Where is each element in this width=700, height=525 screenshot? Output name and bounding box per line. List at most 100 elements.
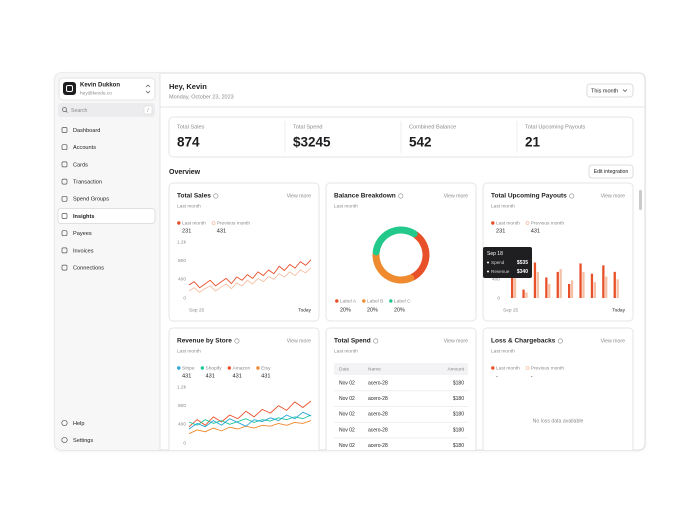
period-label: This month	[591, 88, 618, 94]
nav-item[interactable]: Accounts	[73, 145, 96, 151]
nav-item[interactable]: Insights	[73, 214, 94, 220]
profile-switcher[interactable]: Kevin Dukkon hey@kevdu.co	[58, 77, 156, 101]
edit-integration-button[interactable]	[588, 164, 634, 179]
table-cell: $180	[453, 396, 464, 402]
card-title: Loss & Chargebacks	[491, 338, 556, 345]
bar	[545, 277, 548, 298]
legend-value: 431	[233, 373, 242, 379]
period-button[interactable]	[586, 83, 634, 98]
stat-label: Total Spend	[293, 124, 323, 130]
user-email: hey@kevdu.co	[80, 90, 112, 96]
legend-value: -	[531, 373, 533, 379]
tooltip-bullet	[487, 270, 489, 273]
legend-value: 231	[496, 228, 505, 234]
legend-value: 231	[182, 228, 191, 234]
bar	[605, 276, 608, 298]
table-header: Name	[368, 367, 381, 373]
x-tick-label: Today	[298, 307, 311, 313]
tooltip-amount: $340	[517, 269, 528, 275]
legend-label: Amazon	[233, 366, 251, 372]
bar	[579, 263, 582, 298]
date: Monday, October 23, 2023	[169, 94, 234, 100]
bar	[556, 271, 559, 298]
view-more-link[interactable]: View more	[287, 338, 312, 344]
table-header: Date	[339, 367, 349, 373]
profile-box[interactable]	[58, 77, 156, 101]
table-cell: $180	[453, 443, 464, 449]
nav-icon	[61, 230, 68, 237]
user-name: Kevin Dukkon	[80, 83, 120, 89]
table-cell: acero-28	[368, 396, 388, 402]
card-subtitle: Last month	[334, 203, 358, 209]
search-icon	[62, 107, 67, 112]
nav-item[interactable]: Dashboard	[73, 128, 100, 134]
nav-item[interactable]: Transaction	[73, 179, 102, 185]
legend-label: Shopify	[206, 366, 223, 372]
view-more-link[interactable]: View more	[601, 338, 626, 344]
legend-value: 431	[206, 373, 215, 379]
view-more-link[interactable]: View more	[601, 193, 626, 199]
y-tick-label: 800	[178, 403, 186, 409]
table-cell: Nov 02	[339, 396, 355, 402]
info-icon	[557, 338, 563, 344]
edit-integration-label: Edit integration	[594, 169, 629, 175]
tooltip-label: Revenue	[491, 269, 510, 274]
legend-label: Last month	[496, 366, 520, 372]
nav-item[interactable]: Cards	[73, 162, 88, 168]
y-tick-label: 400	[178, 277, 186, 283]
bar	[602, 265, 605, 298]
card-frame	[168, 182, 320, 322]
legend-label: Label A	[340, 299, 357, 305]
table-cell: $180	[453, 380, 464, 386]
card: Total Spend View more Last month Date Name Am…	[325, 327, 477, 450]
info-icon	[373, 338, 379, 344]
nav-icon	[61, 419, 68, 427]
y-tick-label: 400	[492, 277, 500, 283]
nav-icon	[61, 144, 68, 151]
legend-label: Last month	[496, 221, 520, 227]
nav-item[interactable]: Invoices	[73, 248, 94, 254]
nav-item[interactable]: Settings	[73, 438, 93, 444]
card-frame	[325, 182, 477, 322]
nav-item[interactable]: Payees	[73, 231, 92, 237]
y-tick-label: 800	[178, 258, 186, 264]
y-tick-label: 1.2k	[177, 239, 187, 245]
view-more-link[interactable]: View more	[287, 193, 312, 199]
card-title: Revenue by Store	[177, 338, 232, 345]
nav-item[interactable]: Help	[73, 421, 85, 427]
period-select[interactable]: This month	[586, 83, 634, 98]
stat-value: $3245	[293, 135, 331, 150]
search[interactable]: Search /	[58, 103, 155, 117]
y-tick-label: 400	[178, 422, 186, 428]
legend-swatch	[362, 299, 366, 303]
view-more-link[interactable]: View more	[444, 338, 469, 344]
series-line	[188, 420, 312, 435]
shortcut-key	[143, 105, 153, 115]
nav-icon	[61, 161, 68, 168]
legend-value: 431	[182, 373, 191, 379]
bar	[559, 269, 562, 298]
legend-label: Last month	[182, 221, 206, 227]
donut-segment	[372, 250, 415, 284]
bar	[511, 264, 514, 298]
card: Balance Breakdown View more Last month Labe…	[325, 182, 477, 322]
nav-icon	[61, 436, 68, 444]
nav-icon	[61, 127, 68, 133]
table-header-bg	[334, 363, 468, 375]
legend-value: -	[496, 373, 498, 379]
view-more-link[interactable]: View more	[444, 193, 469, 199]
bar	[613, 271, 616, 298]
chevron-icon	[145, 84, 151, 94]
series-line	[188, 411, 312, 430]
nav-item[interactable]: Connections	[73, 265, 104, 271]
search-box[interactable]	[58, 103, 155, 117]
card-subtitle: Last month	[491, 348, 515, 354]
bar	[533, 262, 537, 298]
scrollbar[interactable]	[639, 190, 642, 210]
y-tick-label: 0	[497, 295, 500, 301]
x-tick-label: Sep 25	[503, 307, 519, 313]
legend-swatch	[525, 221, 530, 225]
nav-item[interactable]: Spend Groups	[73, 197, 109, 203]
bar	[570, 280, 574, 298]
